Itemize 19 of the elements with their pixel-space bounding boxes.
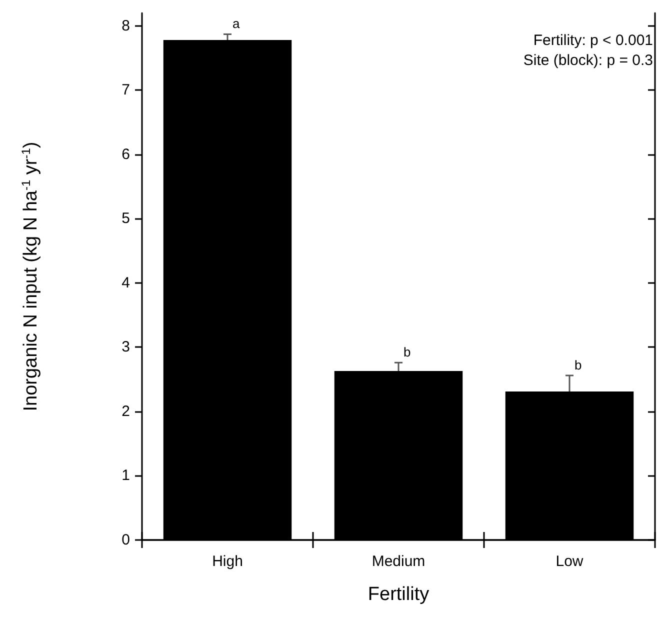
y-tick-label: 0 — [122, 532, 130, 548]
y-tick-label: 3 — [122, 338, 130, 356]
y-axis-title: Inorganic N input (kg N ha-1 yr-1) — [19, 142, 42, 412]
annotation: b — [574, 357, 582, 372]
x-axis-title: Fertility — [368, 584, 430, 605]
annotation: Site (block): p = 0.3 — [523, 52, 654, 69]
y-tick-label: 6 — [122, 146, 130, 163]
x-tick-label: High — [212, 553, 243, 570]
x-tick-label: Medium — [372, 553, 426, 570]
y-tick-label: 7 — [122, 82, 130, 99]
annotation: b — [404, 344, 411, 360]
y-tick-label: 5 — [122, 210, 130, 228]
annotation: a — [232, 16, 240, 32]
x-tick-label: Low — [556, 553, 584, 570]
y-tick-label: 1 — [122, 467, 130, 484]
annotation: Fertility: p < 0.001 — [533, 32, 654, 49]
y-tick-label: 8 — [122, 17, 130, 34]
y-tick-label: 2 — [122, 402, 130, 420]
y-tick-label: 4 — [122, 274, 130, 292]
